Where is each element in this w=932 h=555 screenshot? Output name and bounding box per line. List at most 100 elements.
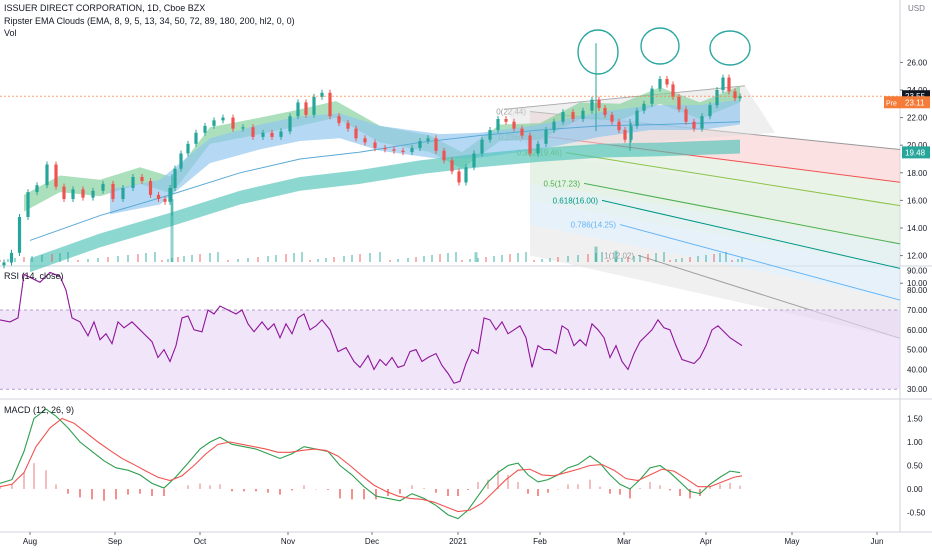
volume-bar (501, 255, 503, 262)
candle-body (179, 153, 183, 169)
fib-level-line (601, 199, 901, 269)
macd-histogram-bar (423, 488, 425, 489)
price-tag-prefix-text: Pre (886, 100, 897, 107)
volume-bar (669, 260, 671, 262)
volume-bar (627, 257, 629, 262)
macd-histogram-bar (327, 489, 329, 490)
volume-bar (713, 254, 715, 262)
candle-body (131, 176, 135, 188)
volume-bar (209, 253, 211, 262)
candle-body (528, 135, 532, 154)
price-tick-label: 22.00 (907, 114, 928, 123)
candle-body (383, 147, 387, 150)
macd-histogram-bar (23, 472, 25, 489)
candle-body (665, 78, 669, 85)
candle-body (617, 121, 621, 131)
candle-body (346, 123, 350, 129)
volume-bar (154, 252, 156, 262)
macd-histogram-bar (45, 470, 47, 489)
macd-histogram-bar (231, 489, 233, 492)
price-tag-prefix (884, 96, 902, 109)
macd-histogram-bar (477, 481, 479, 489)
macd-title[interactable]: MACD (12, 26, 9) (4, 405, 75, 415)
price-tick-label: 12.00 (907, 252, 928, 261)
macd-histogram-bar (11, 484, 13, 489)
macd-histogram-bar (115, 489, 117, 500)
volume-bar (525, 252, 527, 262)
candle-body (401, 150, 405, 153)
volume-bar (117, 256, 119, 262)
volume-bar (469, 259, 471, 262)
candle-body (81, 189, 85, 198)
candle-body (552, 121, 556, 131)
candle-body (17, 216, 22, 253)
rsi-title[interactable]: RSI (14, close) (4, 271, 64, 281)
volume-bar (257, 257, 259, 262)
legend-macd: MACD (12, 26, 9) (4, 405, 74, 415)
macd-histogram-bar (447, 489, 449, 497)
volume-bar (14, 258, 16, 262)
macd-histogram-bar (55, 484, 57, 489)
volume-bar (541, 259, 543, 262)
time-tick-label: Apr (700, 537, 713, 546)
macd-histogram-bar (0, 486, 1, 489)
macd-histogram-bar (351, 489, 353, 500)
volume-bar (607, 260, 609, 262)
volume-bar (227, 260, 229, 262)
macd-histogram-bar (577, 484, 579, 489)
volume-bar (59, 253, 61, 262)
macd-histogram-bar (639, 488, 641, 489)
volume-bar (633, 256, 635, 262)
candle-body (140, 176, 144, 182)
macd-histogram-bar (497, 470, 499, 489)
volume-bar (285, 254, 287, 262)
time-tick-label: Mar (617, 537, 631, 546)
candle-body (727, 77, 731, 92)
macd-histogram-bar (199, 483, 201, 489)
candle-body (536, 143, 540, 154)
price-tick-label: 14.00 (907, 224, 928, 233)
legend-rsi: RSI (14, close) (4, 271, 64, 281)
macd-histogram-bar (567, 484, 569, 489)
volume-bar (741, 258, 743, 262)
macd-histogram-bar (609, 489, 611, 494)
volume-bar (127, 255, 129, 262)
candle-body (571, 112, 575, 119)
candle-body (623, 130, 627, 140)
volume-bar (97, 258, 99, 262)
candle-body (91, 190, 95, 198)
candle-body (464, 167, 468, 183)
macd-histogram-bar (435, 489, 437, 493)
volume-bar (161, 260, 163, 262)
macd-histogram-bar (399, 489, 401, 494)
macd-histogram-bar (255, 489, 257, 492)
macd-histogram-bar (339, 489, 341, 499)
candle-body (597, 99, 601, 108)
volume-bar (31, 256, 33, 262)
fib-level-label: 1(12.02) (604, 251, 634, 260)
volume-title[interactable]: Vol (4, 28, 17, 38)
candle-body (45, 164, 49, 186)
volume-bar (333, 257, 335, 262)
rsi-line (0, 271, 743, 384)
indicator-title[interactable]: Ripster EMA Clouds (EMA, 8, 9, 5, 13, 34… (4, 16, 295, 26)
candle-body (261, 132, 265, 137)
volume-bar (247, 258, 249, 262)
ema-cloud-slow (30, 139, 740, 273)
volume-bar (145, 253, 147, 262)
volume-bar (87, 259, 89, 262)
circle-feb (577, 29, 619, 75)
volume-bar (379, 252, 381, 262)
macd-histogram-bar (79, 489, 81, 498)
volume-bar (51, 254, 53, 262)
volume-bar (663, 252, 665, 262)
price-tick-label: 10.00 (907, 279, 928, 288)
macd-tick-label: 1.00 (907, 438, 923, 447)
volume-bar (719, 253, 721, 262)
volume-bar (301, 252, 303, 262)
macd-histogram-bar (151, 489, 153, 497)
volume-bar (369, 253, 371, 262)
macd-histogram-bar (279, 489, 281, 495)
symbol-title[interactable]: ISSUER DIRECT CORPORATION, 1D, Cboe BZX (4, 3, 206, 13)
